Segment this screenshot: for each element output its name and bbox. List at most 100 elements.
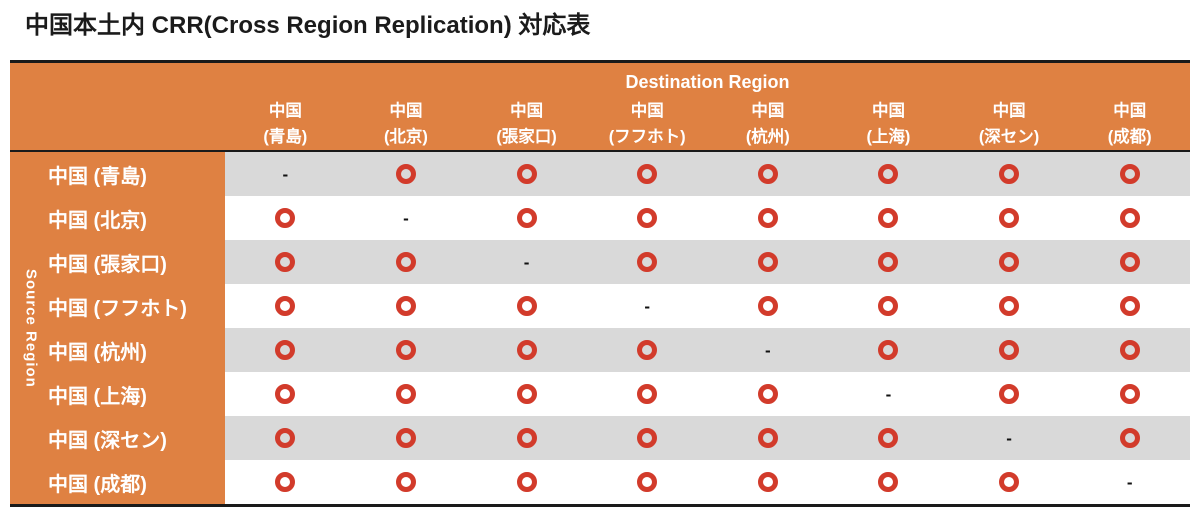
circle-icon bbox=[516, 208, 537, 228]
replication-supported-cell bbox=[828, 284, 949, 328]
circle-icon bbox=[516, 164, 537, 184]
circle-icon bbox=[516, 384, 537, 404]
replication-supported-cell bbox=[708, 152, 829, 196]
replication-supported-cell bbox=[828, 328, 949, 372]
column-header-line1: 中国 bbox=[630, 102, 664, 120]
replication-supported-cell bbox=[1069, 328, 1190, 372]
circle-icon bbox=[757, 428, 778, 448]
circle-icon bbox=[275, 252, 296, 272]
replication-supported-cell bbox=[466, 152, 587, 196]
replication-supported-cell bbox=[708, 416, 829, 460]
circle-icon bbox=[999, 252, 1020, 272]
same-region-cell: - bbox=[1069, 460, 1190, 504]
replication-supported-cell bbox=[466, 284, 587, 328]
replication-supported-cell bbox=[587, 416, 708, 460]
replication-supported-cell bbox=[346, 152, 467, 196]
replication-supported-cell bbox=[466, 328, 587, 372]
same-region-cell: - bbox=[346, 196, 467, 240]
column-header-line2: (上海) bbox=[866, 128, 911, 146]
circle-icon bbox=[999, 164, 1020, 184]
replication-supported-cell bbox=[225, 328, 346, 372]
same-region-cell: - bbox=[587, 284, 708, 328]
circle-icon bbox=[1119, 428, 1140, 448]
circle-icon bbox=[1119, 164, 1140, 184]
circle-icon bbox=[999, 340, 1020, 360]
replication-supported-cell bbox=[828, 240, 949, 284]
same-region-cell: - bbox=[466, 240, 587, 284]
dash-mark: - bbox=[1126, 472, 1133, 492]
table-row: 中国 (張家口) - bbox=[10, 240, 1190, 284]
replication-supported-cell bbox=[1069, 416, 1190, 460]
table-row: 中国 (成都) - bbox=[10, 460, 1190, 504]
circle-icon bbox=[275, 340, 296, 360]
circle-icon bbox=[878, 208, 899, 228]
column-header: 中国 (深セン) bbox=[949, 98, 1070, 150]
circle-icon bbox=[757, 252, 778, 272]
header-body-divider bbox=[10, 150, 1190, 152]
same-region-cell: - bbox=[225, 152, 346, 196]
circle-icon bbox=[395, 384, 416, 404]
replication-supported-cell bbox=[949, 460, 1070, 504]
column-header: 中国 (北京) bbox=[346, 98, 467, 150]
circle-icon bbox=[1119, 252, 1140, 272]
circle-icon bbox=[878, 472, 899, 492]
circle-icon bbox=[516, 340, 537, 360]
circle-icon bbox=[878, 252, 899, 272]
replication-supported-cell bbox=[708, 284, 829, 328]
replication-supported-cell bbox=[828, 460, 949, 504]
circle-icon bbox=[637, 384, 658, 404]
column-header-line1: 中国 bbox=[268, 102, 302, 120]
circle-icon bbox=[878, 340, 899, 360]
replication-supported-cell bbox=[949, 240, 1070, 284]
replication-supported-cell bbox=[828, 416, 949, 460]
destination-region-label: Destination Region bbox=[625, 72, 790, 92]
replication-supported-cell bbox=[708, 196, 829, 240]
replication-supported-cell bbox=[225, 460, 346, 504]
column-headers: 中国 (青島) 中国 (北京) 中国 (張家口) 中国 (フフホト) 中国 (杭州) 中国 (上海) 中… bbox=[225, 98, 1190, 150]
table-row: 中国 (フフホト) - bbox=[10, 284, 1190, 328]
column-header: 中国 (フフホト) bbox=[587, 98, 708, 150]
replication-supported-cell bbox=[466, 416, 587, 460]
replication-supported-cell bbox=[225, 240, 346, 284]
replication-supported-cell bbox=[346, 328, 467, 372]
table-row: 中国 (上海) - bbox=[10, 372, 1190, 416]
source-region-label: Source Region bbox=[22, 268, 40, 388]
dash-mark: - bbox=[523, 252, 530, 272]
column-header-line1: 中国 bbox=[992, 102, 1026, 120]
replication-supported-cell bbox=[587, 240, 708, 284]
replication-supported-cell bbox=[346, 460, 467, 504]
replication-supported-cell bbox=[1069, 284, 1190, 328]
column-header: 中国 (青島) bbox=[225, 98, 346, 150]
table-row: 中国 (北京) - bbox=[10, 196, 1190, 240]
circle-icon bbox=[1119, 208, 1140, 228]
replication-supported-cell bbox=[949, 328, 1070, 372]
page-title: 中国本土内 CRR(Cross Region Replication) 対応表 bbox=[25, 12, 591, 39]
row-header: 中国 (青島) bbox=[10, 152, 225, 196]
column-header-line2: (張家口) bbox=[496, 128, 557, 146]
same-region-cell: - bbox=[708, 328, 829, 372]
circle-icon bbox=[757, 296, 778, 316]
replication-supported-cell bbox=[828, 152, 949, 196]
replication-supported-cell bbox=[466, 372, 587, 416]
replication-supported-cell bbox=[587, 152, 708, 196]
column-header: 中国 (杭州) bbox=[708, 98, 829, 150]
replication-supported-cell bbox=[949, 372, 1070, 416]
circle-icon bbox=[516, 428, 537, 448]
column-header: 中国 (成都) bbox=[1069, 98, 1190, 150]
circle-icon bbox=[275, 384, 296, 404]
dash-mark: - bbox=[885, 384, 892, 404]
circle-icon bbox=[999, 208, 1020, 228]
circle-icon bbox=[999, 384, 1020, 404]
circle-icon bbox=[1119, 384, 1140, 404]
replication-supported-cell bbox=[708, 240, 829, 284]
column-header-line1: 中国 bbox=[389, 102, 423, 120]
circle-icon bbox=[275, 296, 296, 316]
circle-icon bbox=[637, 472, 658, 492]
replication-supported-cell bbox=[949, 152, 1070, 196]
table-row: 中国 (深セン) - bbox=[10, 416, 1190, 460]
replication-supported-cell bbox=[346, 284, 467, 328]
replication-supported-cell bbox=[225, 196, 346, 240]
crr-compatibility-table: Destination Region 中国 (青島) 中国 (北京) 中国 (張家口) 中国… bbox=[10, 60, 1190, 507]
circle-icon bbox=[516, 472, 537, 492]
dash-mark: - bbox=[282, 164, 289, 184]
